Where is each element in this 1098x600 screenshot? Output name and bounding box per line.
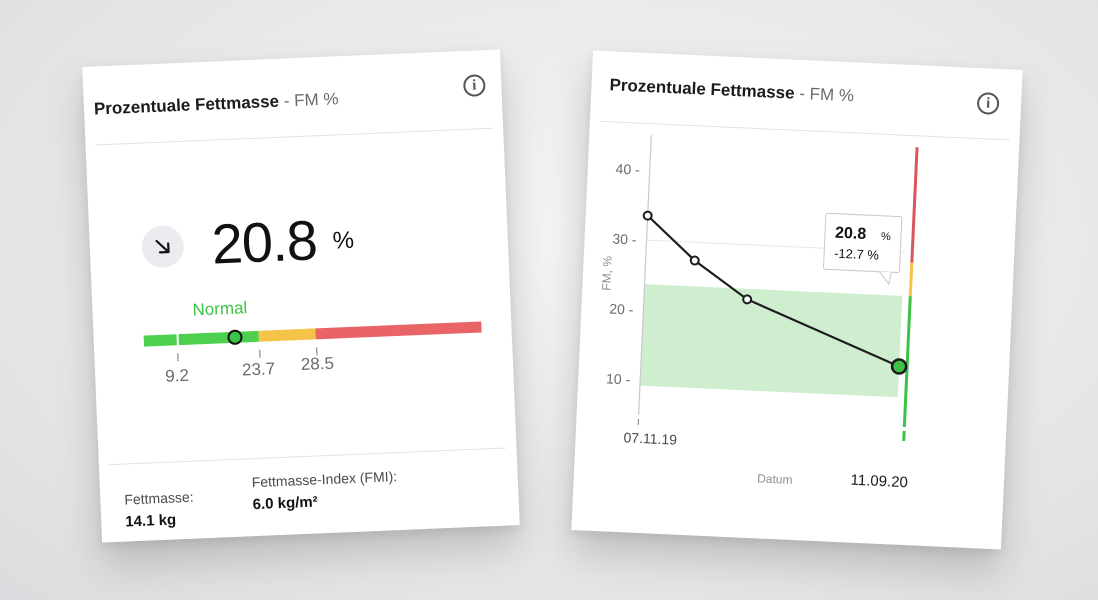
header-divider <box>95 127 494 146</box>
fettmasse-label: Fettmasse: <box>124 488 194 508</box>
card-title-main: Prozentuale Fettmasse <box>609 75 795 103</box>
x-tick-label: 07.11.19 <box>623 429 677 447</box>
card-title: Prozentuale Fettmasse - FM % <box>94 89 339 119</box>
y-tick-label: 20 - <box>609 301 634 318</box>
y-tick-label: 30 - <box>612 231 637 248</box>
range-tick <box>177 353 179 362</box>
data-point <box>689 255 700 266</box>
card-title: Prozentuale Fettmasse - FM % <box>609 75 854 106</box>
fmi-value: 6.0 kg/m² <box>252 493 319 514</box>
range-segment-green-low <box>143 334 177 347</box>
series-line <box>646 214 900 368</box>
tooltip-value: 20.8 <box>835 225 867 243</box>
range-tick-label: 28.5 <box>300 353 335 375</box>
fat-mass-history-card: Prozentuale Fettmasse - FM % i 10 - 20 - 3… <box>571 50 1023 550</box>
card-title-sub: - FM % <box>798 83 855 106</box>
data-point <box>742 294 753 305</box>
card-title-main: Prozentuale Fettmasse <box>93 91 280 119</box>
fettmasse-value: 14.1 kg <box>124 511 177 531</box>
info-icon[interactable]: i <box>462 74 486 98</box>
range-tick <box>259 349 261 358</box>
range-marker <box>227 329 243 345</box>
range-tick-label: 9.2 <box>164 365 190 386</box>
normal-range-band <box>639 284 903 398</box>
info-icon[interactable]: i <box>976 91 1000 115</box>
arrow-down-right-icon <box>140 224 185 269</box>
card-title-sub: - FM % <box>283 89 339 111</box>
y-tick-label: 10 - <box>606 370 631 387</box>
x-axis-label: Datum <box>757 471 793 487</box>
y-axis-line <box>638 135 652 415</box>
range-normal-label: Normal <box>192 298 248 320</box>
x-tick-label: 11.09.20 <box>850 472 908 492</box>
fat-mass-percent-value: 20.8 <box>210 208 318 276</box>
y-tick-label: 40 - <box>615 161 640 178</box>
tooltip-unit: % <box>881 231 892 243</box>
range-bar-red <box>910 147 919 263</box>
footer-divider <box>108 447 507 466</box>
range-bar <box>143 321 482 347</box>
tooltip-change: -12.7 % <box>834 246 880 263</box>
fat-mass-percent-unit: % <box>332 226 355 255</box>
data-point-current <box>890 358 908 375</box>
range-tick-label: 23.7 <box>241 359 276 380</box>
range-segment-yellow <box>258 328 316 342</box>
y-axis-label: FM, % <box>599 255 615 291</box>
range-segment-green-normal <box>178 330 259 346</box>
fmi-label: Fettmasse-Index (FMI): <box>251 468 398 491</box>
range-bar-green <box>902 296 912 428</box>
fat-mass-summary-card: Prozentuale Fettmasse - FM % i 20.8 % No… <box>82 49 520 543</box>
fat-mass-line-chart: 10 - 20 - 30 - 40 - FM, % 07.11.19 11.09.20 Dat… <box>599 135 919 492</box>
data-point <box>642 210 653 221</box>
tooltip-box <box>823 212 903 274</box>
tooltip-pointer <box>878 271 892 286</box>
range-bar-yellow <box>908 262 914 297</box>
range-segment-red <box>315 321 482 340</box>
